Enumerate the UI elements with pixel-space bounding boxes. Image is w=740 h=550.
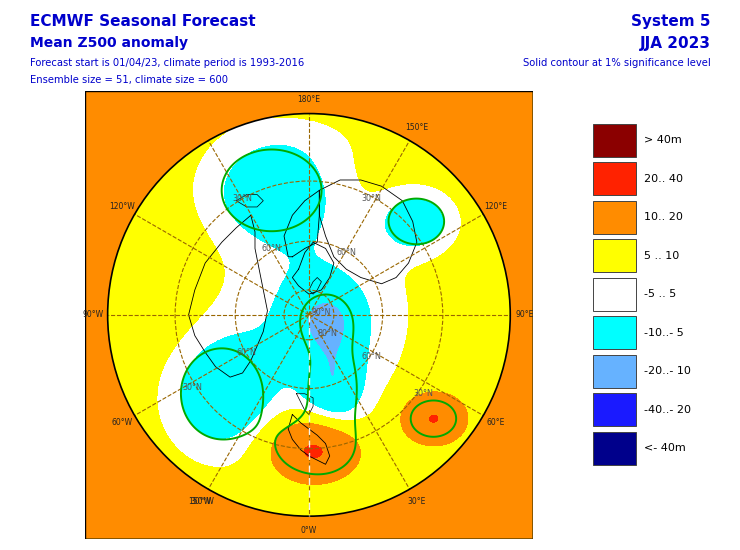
Text: Solid contour at 1% significance level: Solid contour at 1% significance level: [522, 58, 710, 68]
Text: 150°W: 150°W: [188, 497, 214, 507]
Text: Ensemble size = 51, climate size = 600: Ensemble size = 51, climate size = 600: [30, 75, 228, 85]
Text: Forecast start is 01/04/23, climate period is 1993-2016: Forecast start is 01/04/23, climate peri…: [30, 58, 304, 68]
Text: 150°E: 150°E: [406, 123, 428, 133]
Text: 90°W: 90°W: [83, 310, 104, 320]
Text: 60°N: 60°N: [361, 352, 381, 361]
Text: 60°N: 60°N: [337, 248, 356, 257]
Text: 180°E: 180°E: [297, 95, 320, 103]
Text: 30°N: 30°N: [183, 383, 203, 392]
Text: JJA 2023: JJA 2023: [639, 36, 710, 51]
Text: 60°E: 60°E: [487, 419, 505, 427]
Text: -10..- 5: -10..- 5: [644, 328, 684, 338]
Text: > 40m: > 40m: [644, 135, 682, 145]
Text: 90°E: 90°E: [516, 310, 534, 320]
FancyBboxPatch shape: [593, 432, 636, 465]
Circle shape: [107, 114, 511, 516]
Text: <- 40m: <- 40m: [644, 443, 686, 453]
FancyBboxPatch shape: [593, 278, 636, 311]
FancyBboxPatch shape: [593, 162, 636, 195]
FancyBboxPatch shape: [593, 355, 636, 388]
Text: 30°N: 30°N: [232, 194, 252, 203]
Text: Mean Z500 anomaly: Mean Z500 anomaly: [30, 36, 188, 50]
Text: 120°E: 120°E: [485, 202, 508, 211]
Text: 5 .. 10: 5 .. 10: [644, 251, 679, 261]
Text: 30°N: 30°N: [361, 194, 381, 203]
Text: 20.. 40: 20.. 40: [644, 174, 683, 184]
Text: 30°E: 30°E: [408, 497, 426, 507]
Text: 90°N: 90°N: [312, 309, 331, 317]
Text: ECMWF Seasonal Forecast: ECMWF Seasonal Forecast: [30, 14, 255, 29]
Text: 30°N: 30°N: [413, 389, 433, 398]
Text: -20..- 10: -20..- 10: [644, 366, 691, 376]
Text: 30°W: 30°W: [190, 497, 212, 507]
FancyBboxPatch shape: [593, 239, 636, 272]
FancyBboxPatch shape: [593, 201, 636, 234]
Text: System 5: System 5: [631, 14, 710, 29]
Text: 80°N: 80°N: [317, 329, 337, 338]
Text: -5 .. 5: -5 .. 5: [644, 289, 676, 299]
Text: 10.. 20: 10.. 20: [644, 212, 683, 222]
FancyBboxPatch shape: [593, 124, 636, 157]
Text: 120°W: 120°W: [110, 202, 135, 211]
Text: 60°N: 60°N: [237, 348, 257, 357]
FancyBboxPatch shape: [593, 393, 636, 426]
Text: -40..- 20: -40..- 20: [644, 405, 691, 415]
Text: 60°N: 60°N: [262, 244, 281, 253]
Text: 60°W: 60°W: [112, 419, 132, 427]
FancyBboxPatch shape: [593, 316, 636, 349]
Text: 0°W: 0°W: [301, 526, 317, 535]
